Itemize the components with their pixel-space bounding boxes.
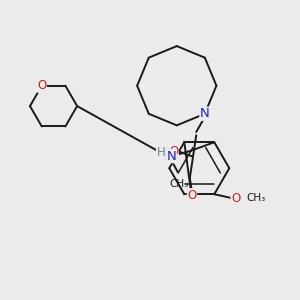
Text: N: N [167,150,176,163]
Text: O: O [169,145,178,158]
Text: CH₃: CH₃ [169,179,189,189]
Text: O: O [187,189,196,202]
Text: O: O [231,192,240,205]
Text: N: N [200,107,210,120]
Text: H: H [157,146,165,159]
Text: O: O [37,79,46,92]
Text: CH₃: CH₃ [246,194,266,203]
